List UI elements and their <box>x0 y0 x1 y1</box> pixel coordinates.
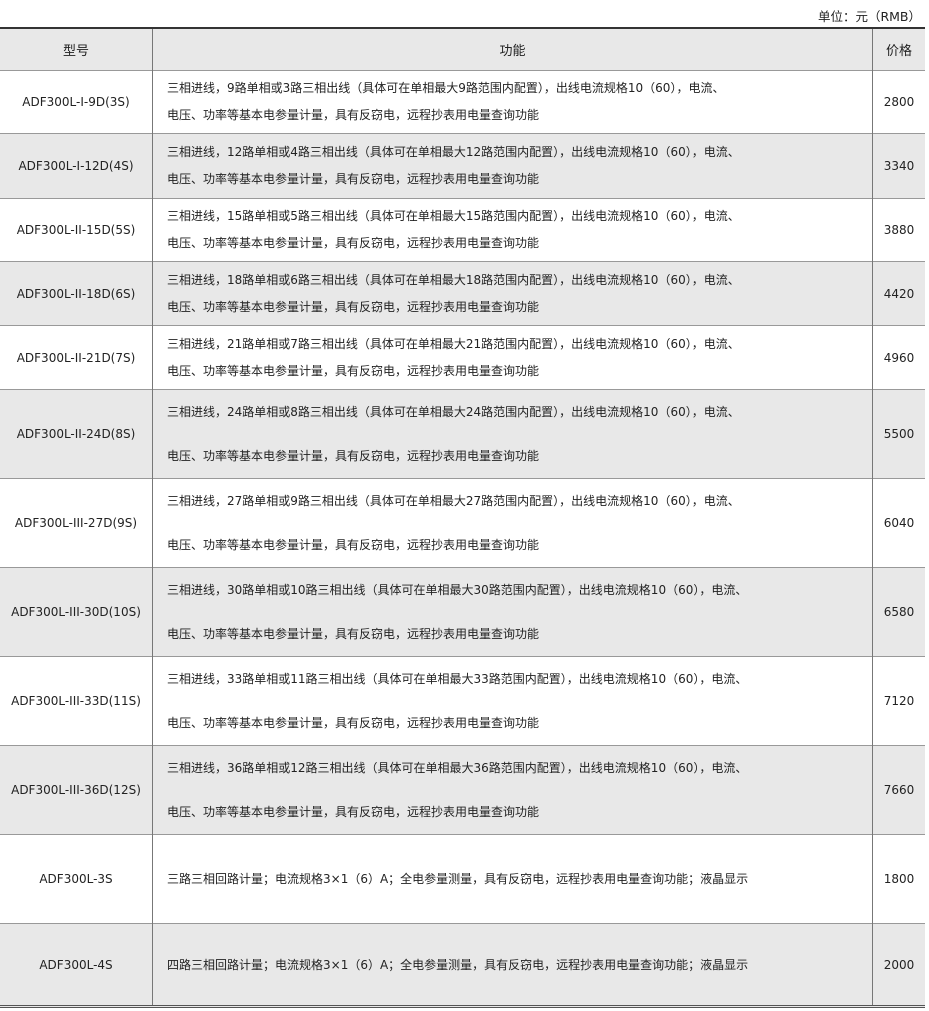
function-cell: 三相进线，30路单相或10路三相出线（具体可在单相最大30路范围内配置），出线电… <box>152 567 873 657</box>
price-cell: 7120 <box>872 656 925 746</box>
table-row: ADF300L-III-27D(9S) 三相进线，27路单相或9路三相出线（具体可… <box>0 478 925 568</box>
function-cell: 三相进线，27路单相或9路三相出线（具体可在单相最大27路范围内配置），出线电流… <box>152 478 873 568</box>
function-line: 电压、功率等基本电参量计量，具有反窃电，远程抄表用电量查询功能 <box>167 236 540 250</box>
function-line: 三路三相回路计量；电流规格3×1（6）A；全电参量测量，具有反窃电，远程抄表用电… <box>167 872 749 886</box>
function-line: 三相进线，21路单相或7路三相出线（具体可在单相最大21路范围内配置），出线电流… <box>167 336 740 351</box>
header-price: 价格 <box>872 27 925 71</box>
price-cell: 5500 <box>872 389 925 479</box>
price-cell: 2000 <box>872 923 925 1007</box>
header-function: 功能 <box>152 27 873 71</box>
model-cell: ADF300L-II-21D(7S) <box>0 325 153 390</box>
function-line: 三相进线，27路单相或9路三相出线（具体可在单相最大27路范围内配置），出线电流… <box>167 494 740 508</box>
price-table: 型号 功能 价格 ADF300L-I-9D(3S) 三相进线，9路单相或3路三相出… <box>0 27 925 1008</box>
model-cell: ADF300L-I-9D(3S) <box>0 70 153 134</box>
function-line: 四路三相回路计量；电流规格3×1（6）A；全电参量测量，具有反窃电，远程抄表用电… <box>167 957 749 972</box>
function-line: 三相进线，24路单相或8路三相出线（具体可在单相最大24路范围内配置），出线电流… <box>167 405 740 419</box>
price-cell: 4960 <box>872 325 925 390</box>
function-cell: 三相进线，18路单相或6路三相出线（具体可在单相最大18路范围内配置），出线电流… <box>152 261 873 326</box>
price-cell: 7660 <box>872 745 925 835</box>
model-cell: ADF300L-III-33D(11S) <box>0 656 153 746</box>
function-line: 电压、功率等基本电参量计量，具有反窃电，远程抄表用电量查询功能 <box>167 627 540 641</box>
function-line: 三相进线，18路单相或6路三相出线（具体可在单相最大18路范围内配置），出线电流… <box>167 272 740 287</box>
table-row: ADF300L-II-21D(7S) 三相进线，21路单相或7路三相出线（具体可在… <box>0 325 925 390</box>
function-cell: 三相进线，36路单相或12路三相出线（具体可在单相最大36路范围内配置），出线电… <box>152 745 873 835</box>
function-line: 三相进线，30路单相或10路三相出线（具体可在单相最大30路范围内配置），出线电… <box>167 583 748 597</box>
table-row: ADF300L-II-24D(8S) 三相进线，24路单相或8路三相出线（具体可在… <box>0 389 925 479</box>
price-cell: 3340 <box>872 133 925 199</box>
model-cell: ADF300L-4S <box>0 923 153 1007</box>
function-line: 电压、功率等基本电参量计量，具有反窃电，远程抄表用电量查询功能 <box>167 172 540 186</box>
function-cell: 三相进线，12路单相或4路三相出线（具体可在单相最大12路范围内配置），出线电流… <box>152 133 873 199</box>
table-row: ADF300L-III-36D(12S) 三相进线，36路单相或12路三相出线（具… <box>0 745 925 835</box>
model-cell: ADF300L-III-27D(9S) <box>0 478 153 568</box>
table-row: ADF300L-III-33D(11S) 三相进线，33路单相或11路三相出线（具… <box>0 656 925 746</box>
table-row: ADF300L-II-15D(5S) 三相进线，15路单相或5路三相出线（具体可在… <box>0 198 925 262</box>
table-row: ADF300L-III-30D(10S) 三相进线，30路单相或10路三相出线（具… <box>0 567 925 657</box>
function-line: 电压、功率等基本电参量计量，具有反窃电，远程抄表用电量查询功能 <box>167 108 540 122</box>
price-cell: 3880 <box>872 198 925 262</box>
price-cell: 1800 <box>872 834 925 924</box>
table-row: ADF300L-4S 四路三相回路计量；电流规格3×1（6）A；全电参量测量，具有… <box>0 923 925 1007</box>
function-line: 三相进线，33路单相或11路三相出线（具体可在单相最大33路范围内配置），出线电… <box>167 672 748 686</box>
function-line: 三相进线，9路单相或3路三相出线（具体可在单相最大9路范围内配置），出线电流规格… <box>167 81 725 95</box>
table-row: ADF300L-I-9D(3S) 三相进线，9路单相或3路三相出线（具体可在单相最… <box>0 70 925 134</box>
model-cell: ADF300L-II-24D(8S) <box>0 389 153 479</box>
function-line: 三相进线，15路单相或5路三相出线（具体可在单相最大15路范围内配置），出线电流… <box>167 209 740 223</box>
price-cell: 6040 <box>872 478 925 568</box>
model-cell: ADF300L-III-30D(10S) <box>0 567 153 657</box>
model-cell: ADF300L-I-12D(4S) <box>0 133 153 199</box>
function-cell: 三路三相回路计量；电流规格3×1（6）A；全电参量测量，具有反窃电，远程抄表用电… <box>152 834 873 924</box>
function-cell: 三相进线，21路单相或7路三相出线（具体可在单相最大21路范围内配置），出线电流… <box>152 325 873 390</box>
table-row: ADF300L-I-12D(4S) 三相进线，12路单相或4路三相出线（具体可在单… <box>0 133 925 199</box>
function-cell: 三相进线，24路单相或8路三相出线（具体可在单相最大24路范围内配置），出线电流… <box>152 389 873 479</box>
unit-label: 单位：元（RMB） <box>817 9 921 24</box>
header-model: 型号 <box>0 27 153 71</box>
model-cell: ADF300L-III-36D(12S) <box>0 745 153 835</box>
model-cell: ADF300L-3S <box>0 834 153 924</box>
function-line: 电压、功率等基本电参量计量，具有反窃电，远程抄表用电量查询功能 <box>167 716 540 730</box>
function-line: 电压、功率等基本电参量计量，具有反窃电，远程抄表用电量查询功能 <box>167 449 540 463</box>
model-cell: ADF300L-II-18D(6S) <box>0 261 153 326</box>
function-line: 三相进线，12路单相或4路三相出线（具体可在单相最大12路范围内配置），出线电流… <box>167 145 740 159</box>
price-cell: 6580 <box>872 567 925 657</box>
function-line: 电压、功率等基本电参量计量，具有反窃电，远程抄表用电量查询功能 <box>167 299 540 314</box>
function-line: 电压、功率等基本电参量计量，具有反窃电，远程抄表用电量查询功能 <box>167 538 540 552</box>
price-cell: 2800 <box>872 70 925 134</box>
function-cell: 三相进线，9路单相或3路三相出线（具体可在单相最大9路范围内配置），出线电流规格… <box>152 70 873 134</box>
function-line: 三相进线，36路单相或12路三相出线（具体可在单相最大36路范围内配置），出线电… <box>167 761 748 775</box>
function-cell: 三相进线，33路单相或11路三相出线（具体可在单相最大33路范围内配置），出线电… <box>152 656 873 746</box>
table-row: ADF300L-3S 三路三相回路计量；电流规格3×1（6）A；全电参量测量，具有… <box>0 834 925 924</box>
function-line: 电压、功率等基本电参量计量，具有反窃电，远程抄表用电量查询功能 <box>167 805 540 819</box>
function-line: 电压、功率等基本电参量计量，具有反窃电，远程抄表用电量查询功能 <box>167 363 540 378</box>
table-header-row: 型号 功能 价格 <box>0 27 925 71</box>
model-cell: ADF300L-II-15D(5S) <box>0 198 153 262</box>
table-row: ADF300L-II-18D(6S) 三相进线，18路单相或6路三相出线（具体可在… <box>0 261 925 326</box>
price-cell: 4420 <box>872 261 925 326</box>
function-cell: 四路三相回路计量；电流规格3×1（6）A；全电参量测量，具有反窃电，远程抄表用电… <box>152 923 873 1007</box>
function-cell: 三相进线，15路单相或5路三相出线（具体可在单相最大15路范围内配置），出线电流… <box>152 198 873 262</box>
